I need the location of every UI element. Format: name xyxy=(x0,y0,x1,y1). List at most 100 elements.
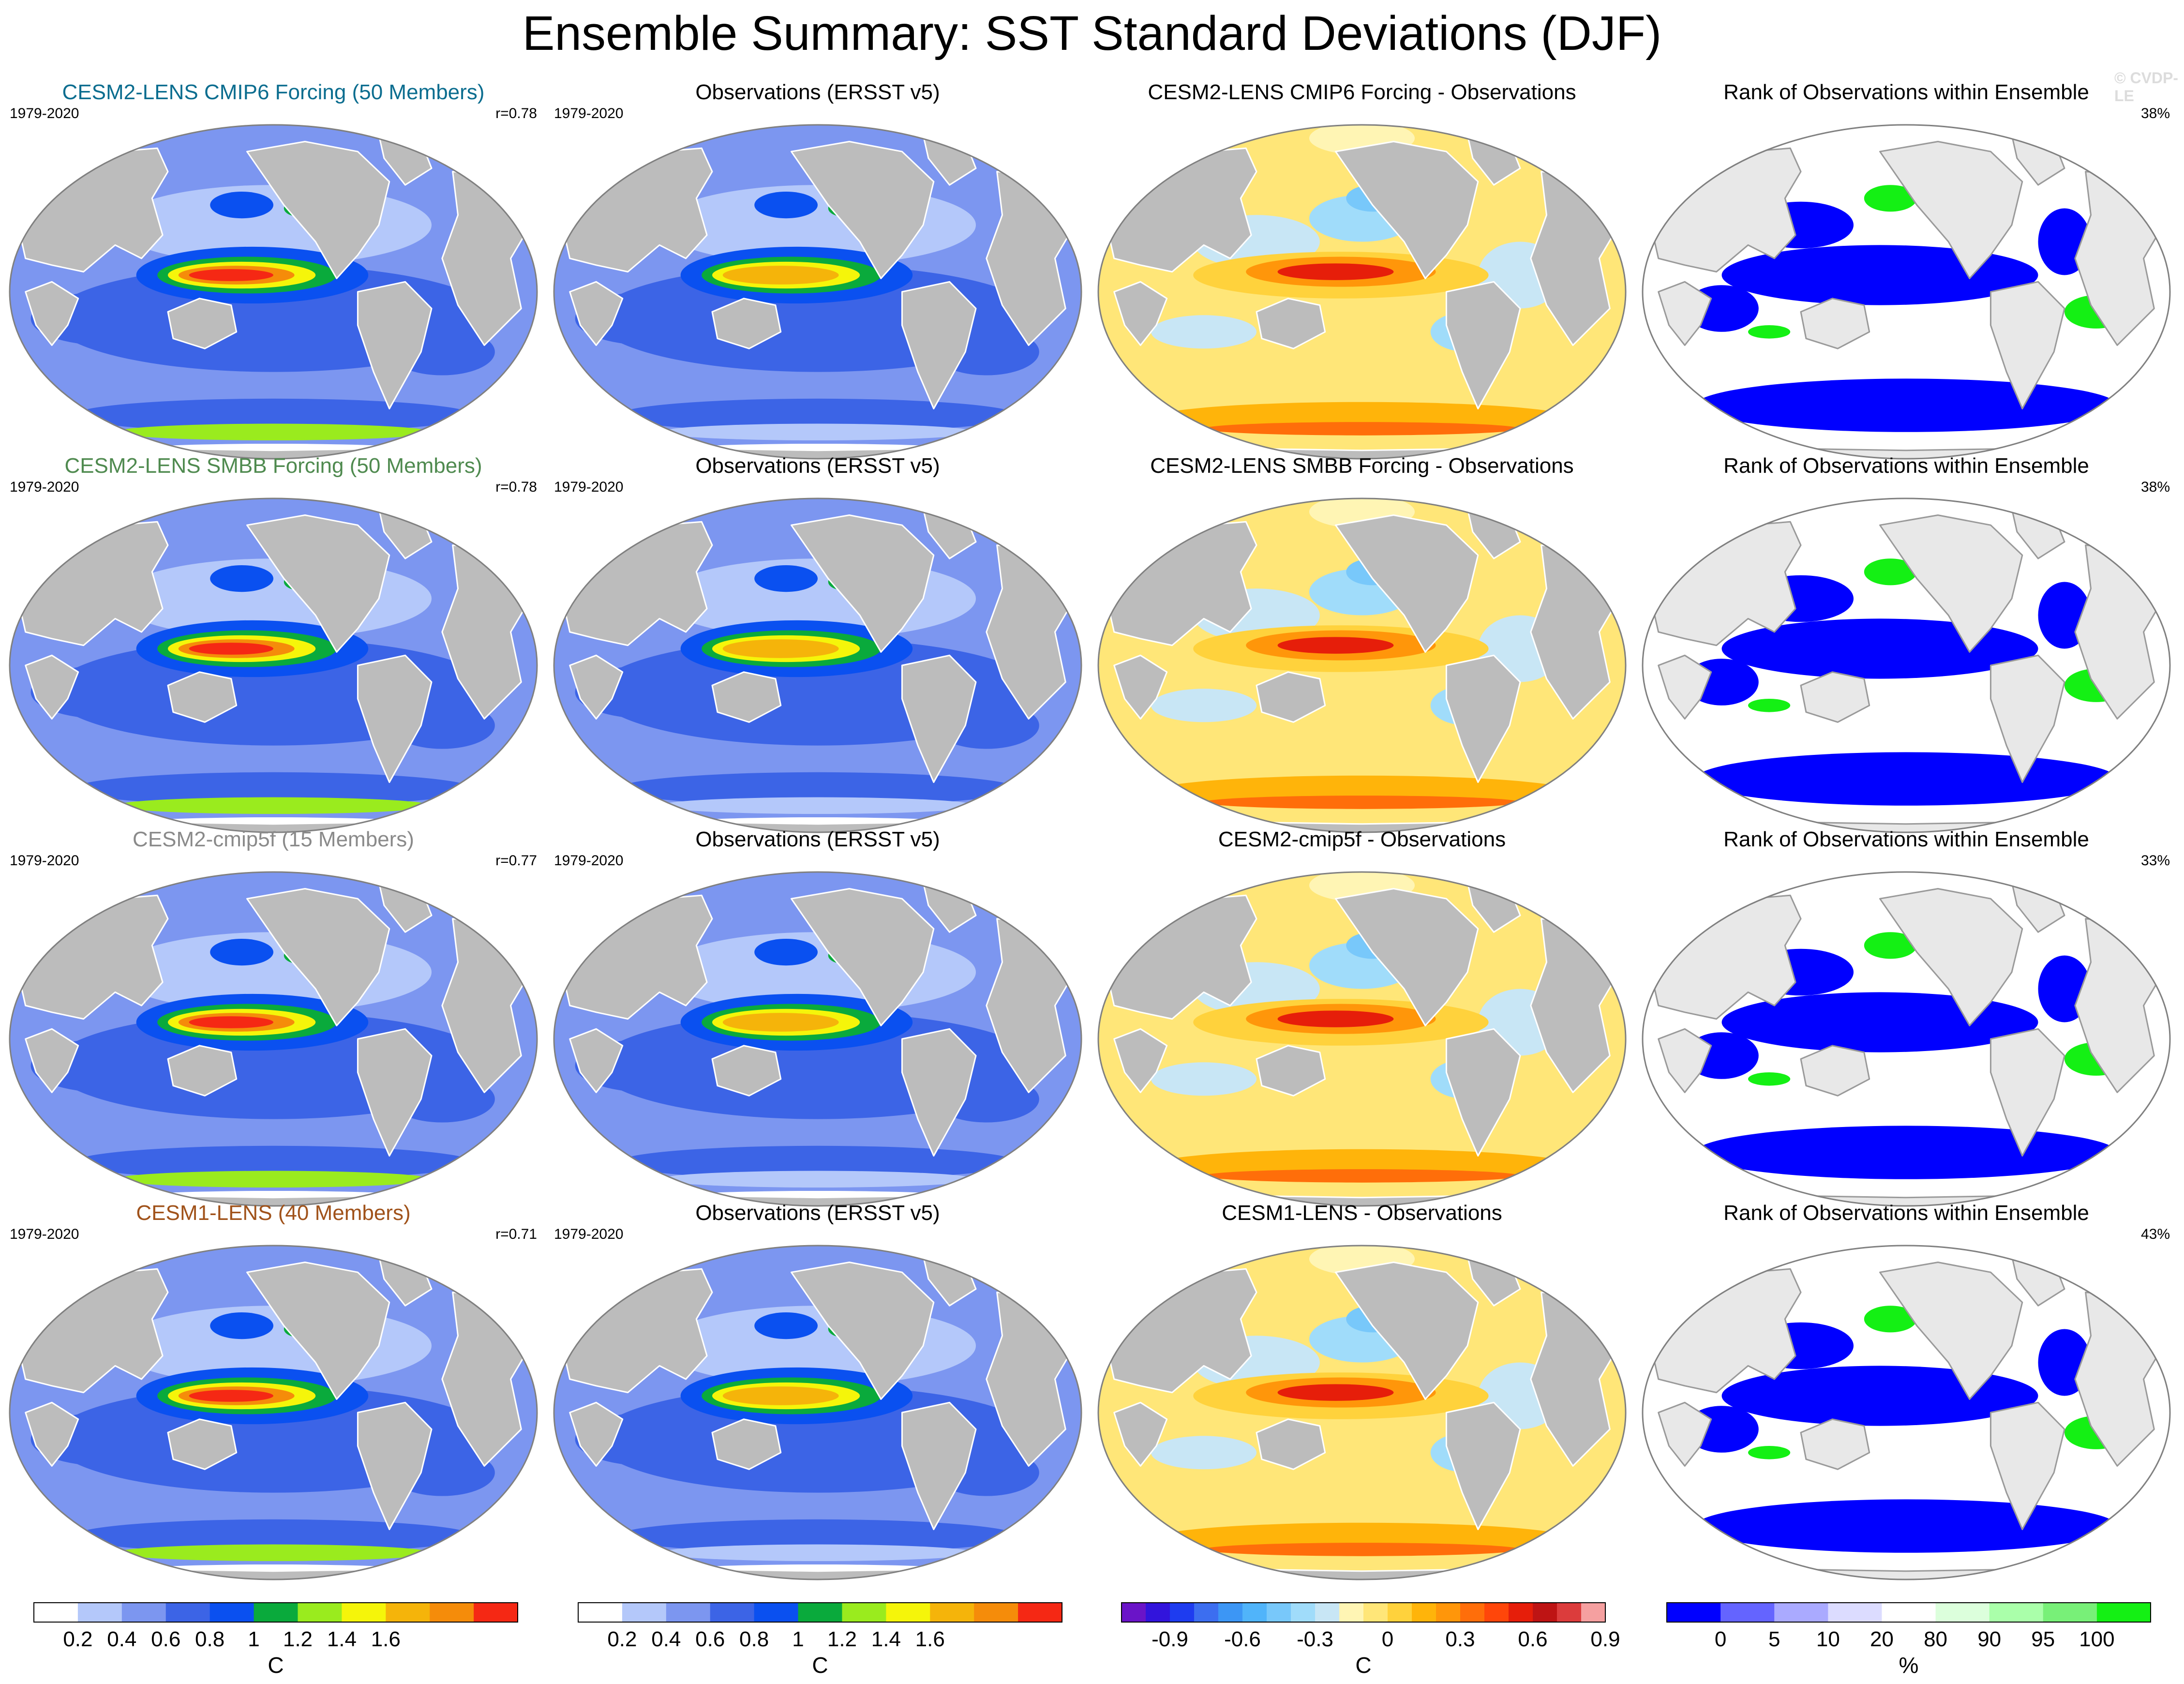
map-panel-diff-4 xyxy=(1098,1246,1626,1579)
map-panel-obs-4 xyxy=(554,1246,1081,1579)
land-shape xyxy=(1335,1262,1479,1400)
colorbar-swatch xyxy=(1339,1603,1364,1622)
land-shape xyxy=(167,298,238,349)
panel-title-diff-3: CESM2-cmip5f - Observations xyxy=(1218,827,1506,851)
rank-percentage-4: 43% xyxy=(2140,1226,2170,1242)
land-shape xyxy=(357,1401,433,1530)
land-shape xyxy=(25,654,79,720)
map-outline xyxy=(1642,497,2171,833)
colorbar-swatch xyxy=(930,1603,974,1622)
land-shape xyxy=(1652,521,1802,647)
land-shape xyxy=(901,1401,977,1530)
land-shape xyxy=(791,888,935,1026)
panel-title-model-2: CESM2-LENS SMBB Forcing (50 Members) xyxy=(64,454,482,478)
panel-title-model-1: CESM2-LENS CMIP6 Forcing (50 Members) xyxy=(62,80,485,104)
map-outline xyxy=(1097,497,1627,833)
map-panel-model-2 xyxy=(10,498,537,832)
panel-title-obs-2: Observations (ERSST v5) xyxy=(695,454,940,478)
land-shape xyxy=(246,141,390,279)
land-shape xyxy=(1335,514,1479,653)
map-outline xyxy=(1097,871,1627,1207)
colorbar-tick-label: 20 xyxy=(1870,1627,1894,1651)
colorbar-swatch xyxy=(1194,1603,1219,1622)
land-shape xyxy=(1879,141,2023,279)
land-shape xyxy=(1800,671,1870,723)
land-shape xyxy=(1879,514,2023,653)
land-shape xyxy=(1652,1268,1802,1394)
colorbar-swatch xyxy=(798,1603,842,1622)
map-outline xyxy=(9,871,538,1207)
colorbar-swatch xyxy=(1667,1603,1721,1622)
panel-title-obs-1: Observations (ERSST v5) xyxy=(695,80,940,104)
map-outline xyxy=(553,1245,1082,1580)
colorbar-unit: C xyxy=(268,1653,284,1678)
land-shape xyxy=(564,894,713,1020)
colorbar-swatch xyxy=(1882,1603,1936,1622)
land-shape xyxy=(791,141,935,279)
panel-title-rank-2: Rank of Observations within Ensemble xyxy=(1723,454,2089,478)
colorbar-swatch xyxy=(165,1603,210,1622)
map-panel-diff-3 xyxy=(1098,872,1626,1206)
land-shape xyxy=(1658,1028,1712,1093)
pattern-correlation-4: r=0.71 xyxy=(495,1226,537,1242)
colorbar-tick-label: 0.4 xyxy=(107,1627,136,1651)
colorbar-2: 0.2 0.4 0.6 0.8 1 1.2 1.4 1.6 C xyxy=(578,1602,1062,1678)
land-shape xyxy=(1658,281,1712,346)
colorbar-swatch xyxy=(622,1603,667,1622)
colorbar-swatch xyxy=(1989,1603,2044,1622)
colorbar-swatch xyxy=(754,1603,799,1622)
land-shape xyxy=(1113,1028,1168,1093)
map-panel-model-1 xyxy=(10,125,537,459)
map-panel-model-3 xyxy=(10,872,537,1206)
map-panel-rank-1 xyxy=(1643,125,2170,459)
colorbar-swatch xyxy=(842,1603,886,1622)
colorbar-unit: C xyxy=(1355,1653,1371,1678)
colorbar-swatch xyxy=(710,1603,755,1622)
panel-title-model-4: CESM1-LENS (40 Members) xyxy=(136,1201,411,1225)
colorbar-swatch xyxy=(1720,1603,1775,1622)
land-shape xyxy=(167,1045,238,1097)
land-shape xyxy=(711,1045,782,1097)
colorbar-tick-label: 1.4 xyxy=(327,1627,357,1651)
panel-title-rank-3: Rank of Observations within Ensemble xyxy=(1723,827,2089,851)
map-panel-model-4 xyxy=(10,1246,537,1579)
colorbar-tick-label: 0.9 xyxy=(1590,1627,1620,1651)
map-panel-rank-4 xyxy=(1643,1246,2170,1579)
colorbar-swatch xyxy=(578,1603,623,1622)
land-shape xyxy=(19,521,169,647)
colorbar-swatch xyxy=(1122,1603,1146,1622)
land-shape xyxy=(1256,1045,1326,1097)
land-shape xyxy=(1800,1045,1870,1097)
land-shape xyxy=(1800,1418,1870,1470)
colorbar-swatch xyxy=(1460,1603,1485,1622)
land-shape xyxy=(19,894,169,1020)
colorbar-swatch xyxy=(1018,1603,1062,1622)
colorbar-swatch xyxy=(1218,1603,1243,1622)
land-shape xyxy=(1990,281,2065,409)
colorbar-tick-label: 1.4 xyxy=(871,1627,901,1651)
colorbar-swatch xyxy=(34,1603,78,1622)
panel-title-model-3: CESM2-cmip5f (15 Members) xyxy=(133,827,414,851)
land-shape xyxy=(1335,888,1479,1026)
colorbar-swatch xyxy=(342,1603,386,1622)
land-shape xyxy=(1445,281,1521,409)
map-outline xyxy=(553,871,1082,1207)
land-shape xyxy=(1108,1268,1257,1394)
land-shape xyxy=(711,671,782,723)
colorbar-tick-label: 1.2 xyxy=(283,1627,313,1651)
colorbar-swatch xyxy=(254,1603,298,1622)
colorbar-swatch xyxy=(1242,1603,1267,1622)
colorbar-tick-label: -0.9 xyxy=(1152,1627,1188,1651)
colorbar-swatch xyxy=(121,1603,166,1622)
land-shape xyxy=(1113,281,1168,346)
colorbar-tick-label: 0.2 xyxy=(63,1627,92,1651)
land-shape xyxy=(1108,147,1257,273)
land-shape xyxy=(246,1262,390,1400)
colorbar-swatch xyxy=(1509,1603,1533,1622)
colorbar-tick-label: 0.4 xyxy=(651,1627,681,1651)
page-title: Ensemble Summary: SST Standard Deviation… xyxy=(522,6,1662,60)
land-shape xyxy=(901,654,977,783)
pattern-correlation-2: r=0.78 xyxy=(495,479,537,495)
land-shape xyxy=(1990,654,2065,783)
land-shape xyxy=(1652,147,1802,273)
